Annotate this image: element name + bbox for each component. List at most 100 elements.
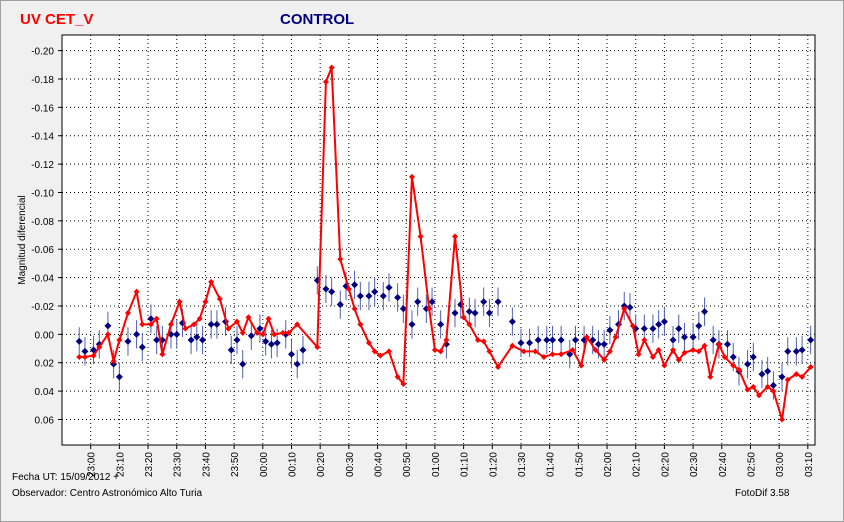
control-point [267,340,275,348]
target-point [96,344,103,351]
y-tick-label: 0.04 [35,387,55,398]
target-point [606,348,613,355]
control-point [239,360,247,368]
x-tick-label: 02:40 [718,452,729,477]
y-tick-label: -0.16 [31,103,54,114]
control-point [675,325,683,333]
control-point [227,346,235,354]
target-point [621,305,628,312]
y-tick-label: 0.02 [35,359,55,370]
target-point [721,354,728,361]
target-point [182,325,189,332]
target-point [104,331,111,338]
control-point [414,298,422,306]
footer-software: FotoDif 3.58 [735,488,790,499]
y-tick-label: 0.06 [35,415,55,426]
target-point [322,78,329,85]
target-point [540,354,547,361]
y-tick-label: -0.18 [31,75,54,86]
target-point [110,358,117,365]
target-point [159,351,166,358]
control-point [408,320,416,328]
target-point [116,337,123,344]
target-point [690,346,697,353]
control-point [769,381,777,389]
control-point [81,347,89,355]
y-tick-label: 0.00 [35,330,55,341]
control-point [784,347,792,355]
target-point [279,329,286,336]
target-point [337,256,344,263]
target-point [649,354,656,361]
target-point [474,337,481,344]
control-point [680,333,688,341]
control-point [606,326,614,334]
target-point [417,233,424,240]
control-point [764,367,772,375]
target-point [569,346,576,353]
control-point [173,330,181,338]
target-point [641,337,648,344]
control-point [193,333,201,341]
target-point [386,348,393,355]
target-point [265,315,272,322]
control-point [640,325,648,333]
control-point [147,315,155,323]
target-point [139,321,146,328]
target-point [629,322,636,329]
control-point [328,288,336,296]
y-tick-label: -0.06 [31,245,54,256]
control-point [798,346,806,354]
target-point [345,285,352,292]
target-point [480,338,487,345]
control-point [695,322,703,330]
control-point [471,309,479,317]
target-point [661,362,668,369]
target-point [216,295,223,302]
target-point [799,373,806,380]
target-point [744,386,751,393]
target-point [76,354,83,361]
target-point [259,331,266,338]
x-tick-label: 00:10 [287,452,298,477]
x-tick-label: 01:30 [517,452,528,477]
y-tick-label: -0.08 [31,217,54,228]
control-point [709,336,717,344]
target-point [351,305,358,312]
control-point [749,353,757,361]
target-point [750,383,757,390]
target-point [371,348,378,355]
control-point [517,339,525,347]
control-point [626,303,634,311]
control-point [399,305,407,313]
x-tick-label: 02:00 [603,452,614,477]
control-point [807,336,815,344]
control-point [299,346,307,354]
control-point [287,350,295,358]
target-point [190,321,197,328]
target-point [443,337,450,344]
control-point [256,325,264,333]
target-point [583,334,590,341]
target-point [431,346,438,353]
target-point [578,362,585,369]
x-tick-label: 01:40 [546,452,557,477]
control-point [213,320,221,328]
control-point [365,292,373,300]
target-point [196,315,203,322]
x-tick-label: 23:00 [87,452,98,477]
x-tick-label: 23:10 [115,452,126,477]
y-axis-label: Magnitud diferencial [17,195,28,285]
x-tick-label: 00:40 [374,452,385,477]
target-point [254,329,261,336]
control-point [508,318,516,326]
control-point [394,293,402,301]
x-tick-label: 01:00 [431,452,442,477]
x-tick-label: 02:10 [632,452,643,477]
y-tick-label: -0.10 [31,188,54,199]
control-point [744,360,752,368]
target-point [675,356,682,363]
target-point [147,321,154,328]
target-point [365,339,372,346]
control-point [262,337,270,345]
